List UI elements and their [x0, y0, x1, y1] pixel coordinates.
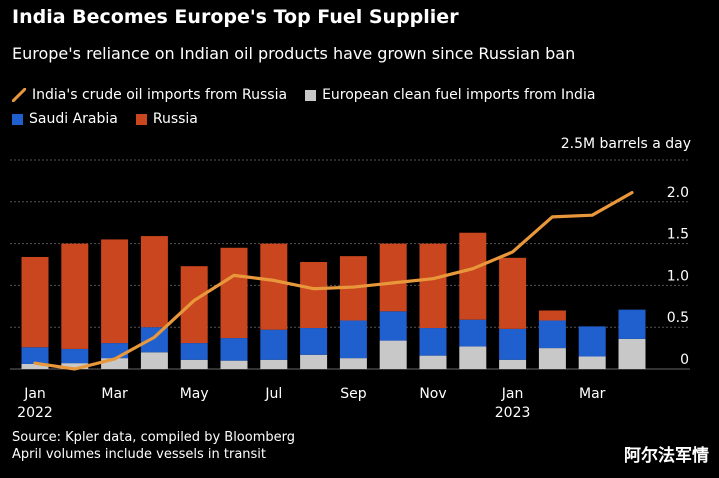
- bar-segment: [21, 256, 49, 348]
- bar-segment: [379, 311, 407, 341]
- chart-title: India Becomes Europe's Top Fuel Supplier: [12, 6, 459, 28]
- bar-segment: [459, 346, 487, 369]
- bar-segment: [578, 356, 606, 369]
- line-legend-icon: [12, 88, 26, 102]
- bar-segment: [140, 236, 168, 328]
- legend-label: Saudi Arabia: [29, 111, 118, 127]
- bar-segment: [459, 232, 487, 320]
- bars: [21, 232, 646, 369]
- bar-segment: [101, 239, 129, 344]
- bar-segment: [339, 358, 367, 369]
- bar-segment: [21, 363, 49, 369]
- bar-segment: [538, 348, 566, 369]
- y-tick-label: 1.5: [667, 227, 689, 243]
- x-tick-label: Mar: [579, 386, 606, 402]
- bar-segment: [180, 343, 208, 360]
- bar-segment: [101, 358, 129, 369]
- line-series: [33, 191, 634, 371]
- bar-segment: [300, 354, 328, 369]
- y-tick-labels: 0 0.5 1.0 1.5 2.0: [667, 185, 689, 368]
- bar-segment: [339, 320, 367, 359]
- bar-segment: [61, 348, 89, 364]
- bar-segment: [300, 328, 328, 355]
- x-tick-label: May: [180, 386, 209, 402]
- chart-subtitle: Europe's reliance on Indian oil products…: [12, 44, 576, 63]
- y-tick-label: 1.0: [667, 268, 689, 284]
- x-tick-labels: Jan 2022 Mar May Jul Sep Nov Jan 2023 Mar: [17, 386, 605, 421]
- y-tick-label: 0.5: [667, 310, 689, 326]
- legend-item-saudi: Saudi Arabia: [12, 111, 118, 127]
- bar-segment: [260, 329, 288, 360]
- bar-segment: [260, 243, 288, 330]
- legend-item-clean-fuel: European clean fuel imports from India: [305, 87, 595, 103]
- legend-item-russia: Russia: [135, 111, 198, 127]
- bar-segment: [220, 360, 248, 369]
- watermark: 阿尔法军情: [624, 446, 709, 466]
- crude-imports-line: [33, 191, 634, 371]
- bar-segment: [180, 266, 208, 344]
- bar-segment: [61, 243, 89, 349]
- y-tick-label: 0: [680, 352, 689, 368]
- legend-row-2: Saudi Arabia Russia: [12, 111, 216, 127]
- bar-segment: [419, 243, 447, 329]
- bar-segment: [419, 328, 447, 356]
- x-tick-label: Jan: [23, 386, 46, 402]
- legend-item-crude-line: India's crude oil imports from Russia: [12, 87, 287, 103]
- bar-segment: [180, 359, 208, 369]
- bar-segment: [499, 359, 527, 369]
- x-tick-year-label: 2022: [17, 405, 53, 421]
- bar-segment: [140, 352, 168, 369]
- legend-row-1: India's crude oil imports from Russia Eu…: [12, 87, 613, 103]
- bar-segment: [499, 328, 527, 360]
- bar-segment: [538, 320, 566, 349]
- x-tick-label: Nov: [419, 386, 446, 402]
- bar-segment: [459, 319, 487, 347]
- legend-swatch-icon: [12, 113, 23, 125]
- bar-segment: [578, 326, 606, 357]
- legend-swatch-icon: [135, 113, 147, 125]
- x-tick-year-label: 2023: [495, 405, 531, 421]
- bar-segment: [419, 355, 447, 369]
- bar-segment: [618, 309, 646, 339]
- bar-segment: [220, 247, 248, 339]
- bar-segment: [300, 261, 328, 329]
- bar-segment: [21, 347, 49, 364]
- source-note: Source: Kpler data, compiled by Bloomber…: [12, 430, 295, 445]
- x-tick-label: Mar: [101, 386, 128, 402]
- bar-segment: [140, 327, 168, 353]
- bar-segment: [61, 363, 89, 369]
- x-tick-label: Jan: [501, 386, 524, 402]
- bar-segment: [101, 343, 129, 359]
- x-tick-label: Sep: [340, 386, 367, 402]
- bar-segment: [379, 340, 407, 369]
- legend-swatch-icon: [305, 89, 317, 101]
- bar-segment: [499, 257, 527, 329]
- legend-label: Russia: [152, 111, 198, 127]
- y-tick-label: 2.0: [667, 185, 689, 201]
- x-tick-label: Jul: [264, 386, 282, 402]
- bar-segment: [538, 310, 566, 321]
- bar-segment: [379, 243, 407, 312]
- unit-label: 2.5M barrels a day: [560, 136, 691, 152]
- legend-label: India's crude oil imports from Russia: [32, 87, 288, 103]
- bar-segment: [220, 338, 248, 361]
- bar-segment: [260, 359, 288, 369]
- bar-segment: [618, 338, 646, 369]
- legend-label: European clean fuel imports from India: [322, 87, 596, 103]
- footnote: April volumes include vessels in transit: [12, 447, 267, 462]
